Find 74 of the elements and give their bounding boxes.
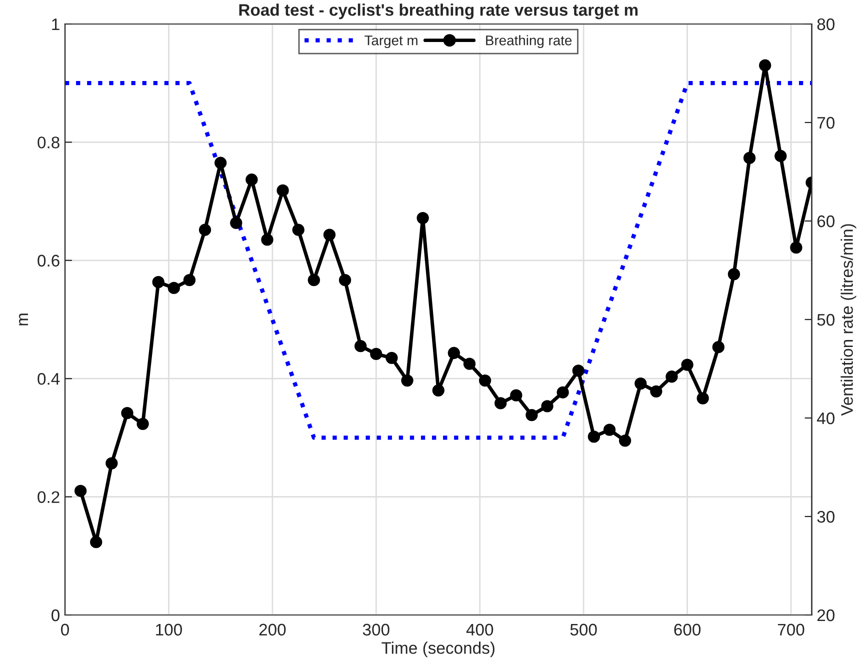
y-tick-label: 0.4 [38, 373, 60, 385]
x-tick-label: 500 [570, 624, 597, 636]
point [308, 274, 320, 286]
y2-tick-label: 50 [817, 314, 834, 326]
point [666, 370, 678, 383]
y-tick-label: 0.8 [38, 136, 60, 148]
point [572, 364, 584, 377]
x-tick-label: 0 [61, 624, 69, 636]
y-tick-label: 0.2 [38, 491, 60, 504]
point [370, 348, 382, 360]
y-tick-label: 0 [52, 609, 60, 622]
x-tick-label: 600 [674, 624, 701, 636]
x-axis-title: Time (seconds) [382, 642, 494, 658]
y2-tick-label: 80 [817, 18, 834, 30]
y-axis-title: m [18, 314, 28, 326]
y2-tick-label: 70 [817, 116, 834, 129]
point [432, 384, 444, 396]
point [230, 216, 242, 230]
point [106, 457, 118, 470]
point [354, 340, 367, 352]
point [541, 400, 554, 412]
x-tick-label: 100 [156, 624, 182, 636]
point [152, 276, 164, 288]
chart-title: Road test - cyclist's breathing rate versus target m [239, 4, 638, 20]
point [681, 358, 694, 371]
point [136, 418, 149, 430]
point [416, 212, 429, 224]
point [246, 174, 258, 186]
point [712, 341, 724, 354]
point [696, 392, 709, 404]
point [74, 484, 87, 497]
point [634, 377, 647, 390]
point [478, 374, 492, 387]
y2-tick-label: 60 [817, 215, 834, 228]
point [292, 224, 304, 236]
point [90, 536, 102, 548]
legend-label: Target m [364, 36, 418, 48]
point [448, 346, 460, 360]
point [556, 386, 569, 398]
point [774, 150, 787, 162]
y2-tick-label: 30 [817, 510, 834, 523]
point [650, 385, 662, 398]
x-tick-label: 200 [259, 624, 286, 636]
x-tick-label: 700 [778, 624, 804, 636]
point [338, 274, 352, 286]
point [276, 184, 289, 197]
y2-tick-label: 20 [817, 609, 834, 622]
point [510, 389, 522, 402]
point [261, 234, 274, 246]
point [743, 152, 756, 164]
point [618, 434, 632, 447]
y2-tick-label: 40 [816, 412, 834, 424]
legend-label: Breathing rate [486, 35, 572, 48]
point [603, 424, 616, 436]
point [198, 224, 212, 236]
point [386, 352, 398, 364]
y-tick-label: 0.6 [38, 254, 60, 267]
point [494, 397, 507, 410]
point [463, 358, 476, 370]
point [214, 156, 227, 169]
point [790, 242, 802, 254]
x-tick-label: 300 [362, 624, 390, 636]
point [323, 228, 336, 241]
point [758, 59, 772, 72]
y2-axis-title: Ventilation rate (litres/min) [840, 224, 856, 416]
point [168, 282, 180, 294]
point [728, 268, 740, 280]
point [183, 274, 196, 286]
y-tick-label: 1 [52, 18, 60, 30]
point [588, 430, 600, 443]
point [121, 407, 134, 420]
point [526, 408, 538, 422]
x-tick-label: 400 [466, 624, 494, 636]
point [401, 374, 414, 387]
